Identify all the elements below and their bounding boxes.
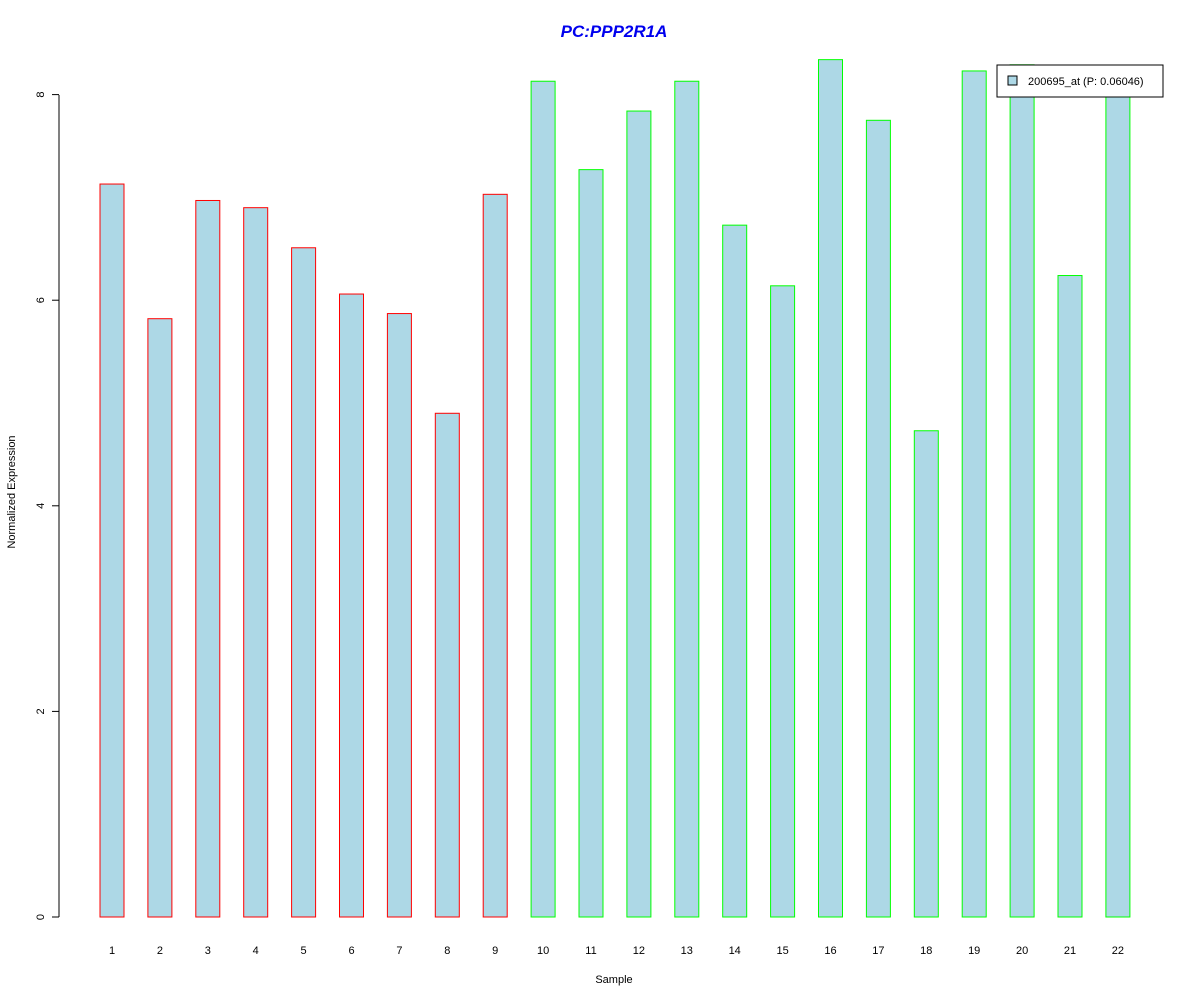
x-tick-label: 4: [253, 945, 259, 957]
y-tick-label: 6: [35, 297, 47, 303]
y-axis-label: Normalized Expression: [6, 435, 18, 548]
x-tick-label: 3: [205, 945, 211, 957]
bar: [99, 183, 125, 918]
x-tick-label: 2: [157, 945, 163, 957]
bar: [818, 59, 843, 918]
x-tick-label: 17: [872, 945, 884, 957]
bar: [291, 247, 317, 918]
bar: [147, 318, 173, 918]
bar: [578, 169, 604, 918]
bar: [770, 285, 796, 918]
bar: [1105, 83, 1131, 918]
x-tick-labels: 1 2 3 4 5 6 7 8 9 10 11 12 13 14 15 16 17 18 19 20 21 22: [109, 945, 1124, 957]
y-tick-label: 2: [35, 708, 47, 714]
x-tick-label: 14: [729, 945, 741, 957]
x-tick-label: 18: [920, 945, 932, 957]
legend: 200695_at (P: 0.06046): [996, 64, 1164, 98]
bar: [865, 119, 891, 918]
x-tick-label: 1: [109, 945, 115, 957]
legend-box: [996, 64, 1164, 98]
y-tick-label: 0: [35, 914, 47, 920]
bar: [961, 70, 987, 918]
x-tick-label: 19: [968, 945, 980, 957]
bar: [386, 313, 412, 918]
x-tick-label: 15: [776, 945, 788, 957]
y-axis: 0 2 4 6 8: [35, 92, 60, 920]
x-tick-label: 11: [585, 945, 596, 957]
bar: [913, 430, 939, 918]
legend-swatch: [1007, 75, 1018, 86]
bar: [530, 80, 556, 918]
x-tick-label: 20: [1016, 945, 1028, 957]
bar: [722, 224, 748, 918]
bar: [243, 207, 269, 918]
legend-label: 200695_at (P: 0.06046): [1028, 76, 1144, 88]
chart-title: PC:PPP2R1A: [561, 22, 668, 41]
bar: [434, 412, 460, 918]
bar: [1009, 64, 1035, 918]
bar: [195, 199, 221, 918]
bar: [1057, 275, 1083, 918]
bar: [674, 80, 700, 918]
x-tick-label: 7: [396, 945, 402, 957]
x-tick-label: 10: [537, 945, 549, 957]
bar: [482, 193, 508, 918]
bars-group: [99, 59, 1131, 918]
x-tick-label: 13: [681, 945, 693, 957]
x-tick-label: 5: [301, 945, 307, 957]
x-tick-label: 12: [633, 945, 645, 957]
y-tick-label: 4: [35, 503, 47, 509]
x-axis-label: Sample: [595, 974, 632, 986]
x-tick-label: 21: [1064, 945, 1076, 957]
x-tick-label: 16: [824, 945, 836, 957]
x-tick-label: 9: [492, 945, 498, 957]
y-tick-label: 8: [35, 92, 47, 98]
bar: [339, 293, 364, 918]
x-tick-label: 8: [444, 945, 450, 957]
x-tick-label: 22: [1112, 945, 1124, 957]
bar: [626, 110, 652, 918]
x-tick-label: 6: [348, 945, 354, 957]
